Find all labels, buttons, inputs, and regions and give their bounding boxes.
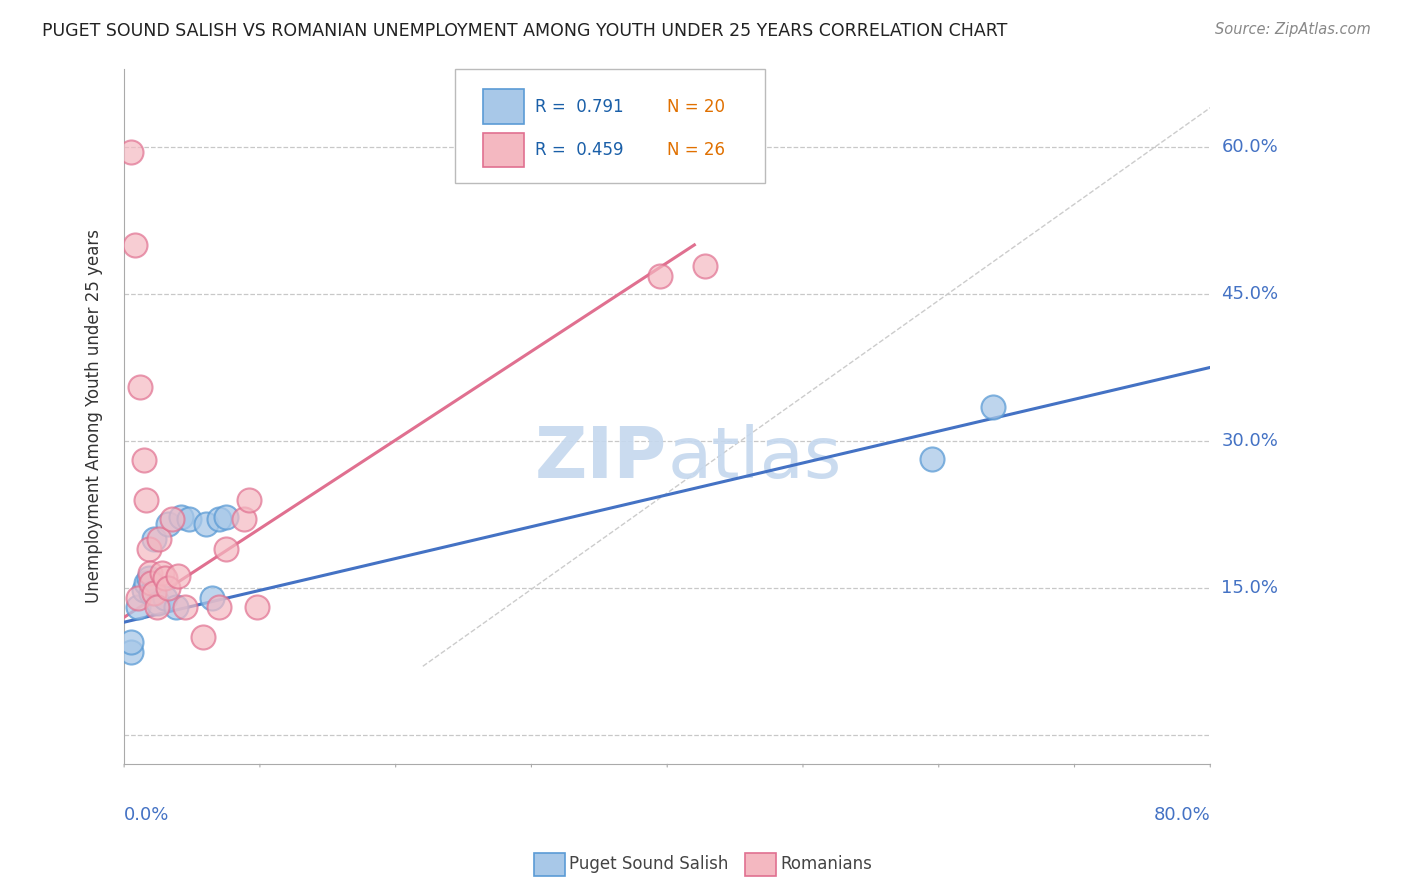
Text: ZIP: ZIP bbox=[534, 424, 668, 492]
Point bbox=[143, 586, 166, 600]
Point bbox=[120, 634, 142, 648]
Point bbox=[143, 532, 166, 546]
Point bbox=[650, 269, 672, 284]
Point bbox=[170, 510, 193, 524]
Point bbox=[246, 600, 269, 615]
Point bbox=[981, 400, 1004, 414]
Point bbox=[134, 582, 156, 597]
Point bbox=[150, 566, 173, 581]
Point bbox=[135, 492, 157, 507]
Point bbox=[138, 541, 160, 556]
Text: PUGET SOUND SALISH VS ROMANIAN UNEMPLOYMENT AMONG YOUTH UNDER 25 YEARS CORRELATI: PUGET SOUND SALISH VS ROMANIAN UNEMPLOYM… bbox=[42, 22, 1008, 40]
Bar bbox=[482, 89, 524, 124]
Point bbox=[146, 596, 169, 610]
Point bbox=[208, 600, 231, 615]
Text: R =  0.791: R = 0.791 bbox=[534, 98, 623, 116]
Point bbox=[120, 145, 142, 159]
Point bbox=[124, 238, 146, 252]
Text: 80.0%: 80.0% bbox=[1153, 806, 1211, 824]
Text: 60.0%: 60.0% bbox=[1222, 138, 1278, 156]
Point bbox=[191, 630, 214, 644]
Point bbox=[201, 591, 224, 605]
Point bbox=[153, 571, 176, 585]
Point bbox=[145, 600, 167, 615]
Point bbox=[141, 576, 163, 591]
Point bbox=[215, 541, 238, 556]
Text: N = 20: N = 20 bbox=[668, 98, 725, 116]
Point bbox=[695, 260, 717, 274]
Point bbox=[138, 571, 160, 585]
Point bbox=[127, 591, 149, 605]
Point bbox=[156, 581, 179, 595]
Point bbox=[232, 512, 254, 526]
Point bbox=[153, 591, 176, 605]
Point bbox=[167, 569, 190, 583]
Point bbox=[165, 600, 187, 615]
Text: 45.0%: 45.0% bbox=[1222, 285, 1278, 303]
Text: Source: ZipAtlas.com: Source: ZipAtlas.com bbox=[1215, 22, 1371, 37]
Text: 15.0%: 15.0% bbox=[1222, 579, 1278, 597]
Text: 0.0%: 0.0% bbox=[124, 806, 170, 824]
Y-axis label: Unemployment Among Youth under 25 years: Unemployment Among Youth under 25 years bbox=[86, 229, 103, 603]
Point bbox=[215, 510, 238, 524]
Point bbox=[238, 492, 260, 507]
Point bbox=[141, 586, 163, 600]
Text: 30.0%: 30.0% bbox=[1222, 432, 1278, 450]
Point bbox=[160, 512, 183, 526]
Point bbox=[156, 517, 179, 532]
Point bbox=[921, 451, 943, 466]
Point bbox=[139, 566, 162, 581]
Text: Romanians: Romanians bbox=[780, 855, 872, 873]
Point bbox=[129, 380, 152, 394]
Point bbox=[208, 512, 231, 526]
Point bbox=[194, 517, 217, 532]
Point bbox=[120, 644, 142, 658]
Text: Puget Sound Salish: Puget Sound Salish bbox=[569, 855, 728, 873]
Point bbox=[174, 600, 197, 615]
Point bbox=[135, 576, 157, 591]
Text: R =  0.459: R = 0.459 bbox=[534, 141, 623, 159]
Text: atlas: atlas bbox=[668, 424, 842, 492]
Bar bbox=[482, 133, 524, 168]
Point bbox=[148, 532, 170, 546]
Point bbox=[179, 512, 201, 526]
FancyBboxPatch shape bbox=[456, 69, 765, 184]
Point bbox=[127, 600, 149, 615]
Point bbox=[134, 453, 156, 467]
Text: N = 26: N = 26 bbox=[668, 141, 725, 159]
